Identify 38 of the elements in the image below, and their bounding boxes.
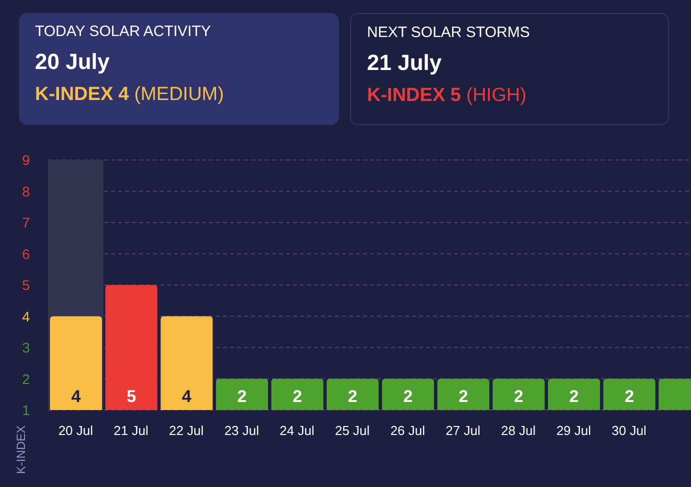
data-label: 2 <box>458 387 468 406</box>
text: 20 July <box>35 49 111 75</box>
text: 21 July <box>367 50 443 76</box>
x-tick-label: 30 Jul <box>612 423 646 438</box>
y-tick-label: 7 <box>22 214 30 230</box>
y-tick-label: 4 <box>22 308 30 324</box>
x-tick-label: 26 Jul <box>390 423 426 438</box>
data-label: 4 <box>71 387 82 406</box>
x-tick-label: 24 Jul <box>280 423 314 438</box>
text: K-INDEX 5 (HIGH) <box>367 85 528 107</box>
x-tick-label: 21 Jul <box>114 423 148 438</box>
text: NEXT SOLAR STORMS <box>367 24 531 41</box>
data-label: 4 <box>182 387 192 406</box>
data-label: 2 <box>514 387 524 406</box>
x-tick-label: 27 Jul <box>446 423 480 438</box>
data-label: 2 <box>569 387 579 406</box>
x-tick-label: 22 Jul <box>168 423 204 438</box>
x-tick-label: 29 Jul <box>556 423 592 438</box>
y-tick-label: 5 <box>22 277 30 293</box>
x-tick-label: 25 Jul <box>334 423 370 438</box>
data-label: 2 <box>348 387 358 406</box>
text: K-INDEX 4 (MEDIUM) <box>35 84 225 106</box>
data-label: 5 <box>126 387 136 406</box>
y-tick-label: 8 <box>22 183 30 200</box>
data-label: 2 <box>292 387 302 406</box>
y-tick-label: 2 <box>22 370 30 387</box>
y-tick-label: 6 <box>22 246 30 262</box>
data-label: 2 <box>624 387 634 406</box>
data-label: 2 <box>237 387 247 406</box>
y-tick-label: 1 <box>22 402 30 418</box>
x-tick-label: 20 Jul <box>58 423 94 438</box>
y-axis-title: K-INDEX <box>14 425 28 474</box>
data-label: 2 <box>403 387 413 406</box>
x-tick-label: 23 Jul <box>224 423 260 438</box>
y-tick-label: 3 <box>22 340 30 356</box>
x-tick-label: 28 Jul <box>500 423 536 438</box>
text: TODAY SOLAR ACTIVITY <box>35 23 212 40</box>
y-tick-label: 9 <box>22 152 30 168</box>
